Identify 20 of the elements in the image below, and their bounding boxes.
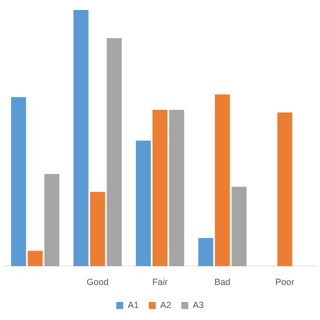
x-tick-label: Fair xyxy=(152,277,168,288)
bar xyxy=(90,192,106,266)
bar xyxy=(106,38,122,266)
legend-label: A2 xyxy=(160,300,172,310)
bar xyxy=(73,10,88,266)
bar xyxy=(277,112,292,266)
x-tick-label: Bad xyxy=(214,277,230,288)
bar xyxy=(44,174,60,266)
bar xyxy=(169,110,184,266)
bar xyxy=(11,97,26,266)
x-tick-label: Good xyxy=(86,277,109,288)
legend-label: A1 xyxy=(128,300,139,310)
bar xyxy=(214,94,230,266)
bar xyxy=(28,250,43,266)
bar xyxy=(152,110,168,266)
bar xyxy=(136,140,151,266)
bar xyxy=(198,238,214,266)
x-tick-label: Poor xyxy=(275,277,294,288)
bar xyxy=(232,186,247,266)
legend-label: A3 xyxy=(192,300,204,310)
